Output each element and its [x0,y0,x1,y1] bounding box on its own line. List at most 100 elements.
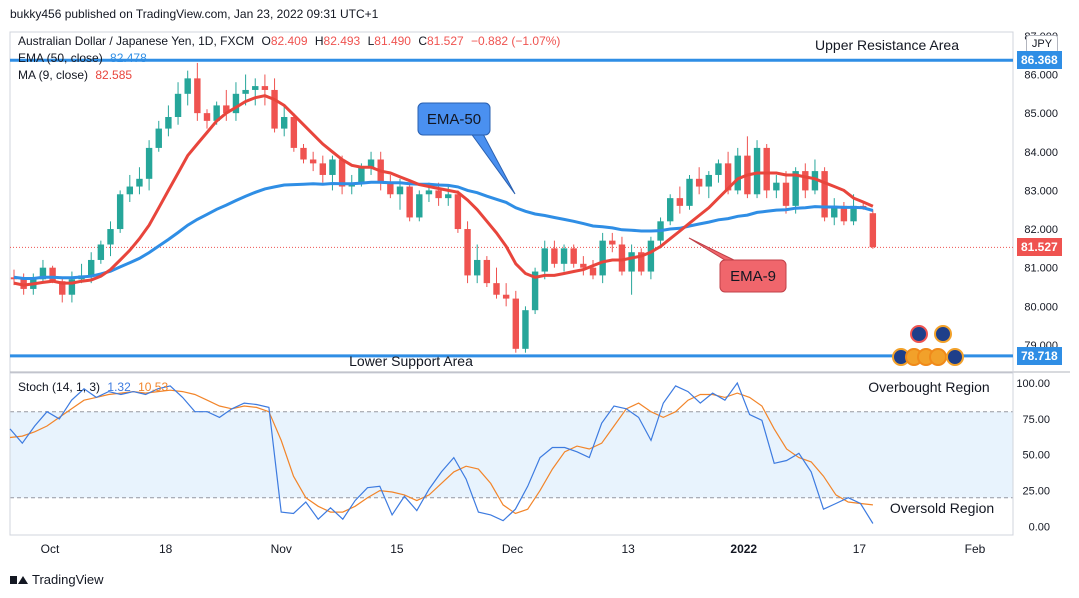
candle-down[interactable] [570,248,577,264]
candles[interactable] [10,62,877,353]
candle-down[interactable] [502,294,510,299]
candle-up[interactable] [88,259,95,276]
candle-up[interactable] [773,182,780,191]
candle-up[interactable] [599,240,606,276]
candle-down[interactable] [271,89,278,129]
candle-up[interactable] [97,244,105,260]
candle-down[interactable] [194,78,201,114]
stoch-k-line[interactable] [9,381,874,524]
candle-down[interactable] [49,267,56,282]
candle-down[interactable] [782,182,790,206]
candle-up[interactable] [792,171,799,206]
candle-up[interactable] [165,117,172,129]
candle-down[interactable] [338,159,346,187]
candle-up[interactable] [136,178,143,187]
candle-up[interactable] [107,229,114,245]
candle-up[interactable] [281,117,288,129]
candle-down[interactable] [435,190,442,199]
candle-down[interactable] [589,267,597,276]
economic-event-flags[interactable] [892,325,964,366]
candle-down[interactable] [290,117,298,148]
candle-up[interactable] [522,310,529,349]
candle-down[interactable] [387,182,394,195]
candle-down[interactable] [464,229,471,276]
candle-up[interactable] [396,186,404,195]
candle-up[interactable] [628,252,635,272]
candle-up[interactable] [560,248,568,264]
ema50-line[interactable] [13,180,874,280]
candle-up[interactable] [541,248,548,272]
ema50-callout[interactable]: EMA-50 [417,102,516,195]
candle-up[interactable] [686,178,693,206]
ma-legend[interactable]: MA (9, close) 82.585 [18,68,132,82]
candle-down[interactable] [840,205,848,222]
stoch-tick-label: 0.00 [1029,521,1050,533]
candle-down[interactable] [59,281,66,295]
candle-down[interactable] [609,240,616,245]
candle-down[interactable] [512,298,519,349]
ema-legend[interactable]: EMA (50, close) 82.478 [18,51,147,65]
candle-up[interactable] [242,89,249,94]
stoch-legend[interactable]: Stoch (14, 1, 3) 1.32 10.53 [18,380,168,394]
candle-up[interactable] [647,240,655,272]
candle-down[interactable] [580,263,587,268]
candle-down[interactable] [319,163,326,175]
candle-up[interactable] [416,194,423,218]
time-axis[interactable]: Oct 18 Nov 15 Dec 13 2022 17 Feb [41,542,986,556]
candle-up[interactable] [358,167,365,183]
candle-up[interactable] [116,194,124,230]
candle-down[interactable] [695,178,703,187]
price-axis[interactable]: 87.00086.00085.00084.00083.00082.00081.0… [1024,31,1058,352]
candle-up[interactable] [39,267,47,280]
candle-up[interactable] [445,194,452,199]
candle-down[interactable] [309,159,317,164]
tradingview-logo[interactable]: TradingView [10,572,104,587]
candle-down[interactable] [821,171,828,218]
candle-up[interactable] [811,171,819,191]
candle-up[interactable] [174,93,182,117]
ma9-line[interactable] [13,94,874,287]
candle-up[interactable] [213,105,220,121]
candle-down[interactable] [618,244,626,272]
candle-down[interactable] [493,283,500,295]
candle-down[interactable] [223,105,230,114]
ema9-callout[interactable]: EMA-9 [688,237,787,293]
candle-up[interactable] [126,186,133,195]
symbol-info[interactable]: Australian Dollar / Japanese Yen, 1D, FX… [18,34,560,48]
candle-up[interactable] [232,93,240,114]
candle-up[interactable] [68,279,76,295]
stoch-axis[interactable]: 100.00 75.00 50.00 25.00 0.00 [1016,378,1050,533]
ema-legend-label: EMA (50, close) [18,51,103,65]
candle-up[interactable] [753,147,761,195]
candle-down[interactable] [454,194,462,230]
candle-up[interactable] [667,198,674,222]
stoch-d-line[interactable] [9,389,873,515]
candle-down[interactable] [406,186,413,218]
candle-up[interactable] [329,159,336,175]
candle-down[interactable] [638,252,645,272]
candle-down[interactable] [203,113,211,121]
candle-down[interactable] [300,147,307,160]
candle-up[interactable] [184,78,191,94]
candle-up[interactable] [715,163,722,175]
candle-up[interactable] [145,147,153,179]
candle-up[interactable] [831,205,838,218]
candle-down[interactable] [802,171,809,191]
candle-down[interactable] [551,248,558,264]
candle-down[interactable] [676,198,684,206]
candle-up[interactable] [474,259,481,276]
candle-up[interactable] [425,190,433,195]
candle-down[interactable] [261,86,269,90]
candle-down[interactable] [724,163,732,191]
candle-up[interactable] [850,205,857,222]
candle-up[interactable] [705,174,712,187]
candle-up[interactable] [155,128,162,148]
candle-down[interactable] [483,259,491,284]
candle-up[interactable] [531,271,539,311]
candle-down[interactable] [763,147,770,191]
candle-up[interactable] [252,86,259,90]
candle-up[interactable] [734,155,741,191]
candle-up[interactable] [367,159,375,168]
candle-down[interactable] [869,213,877,248]
